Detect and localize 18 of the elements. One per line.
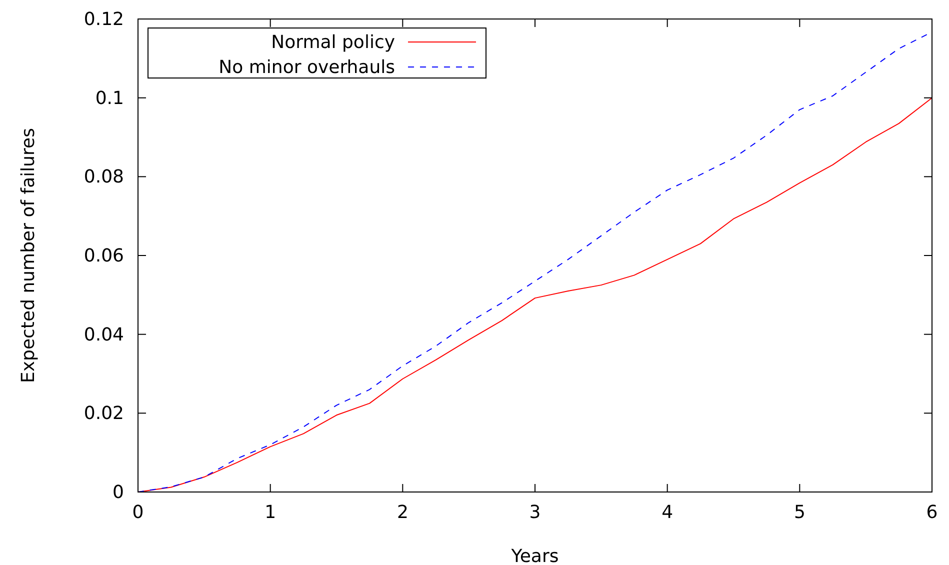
- y-tick-label: 0.04: [84, 324, 124, 346]
- y-tick-label: 0.1: [95, 88, 124, 109]
- y-tick-label: 0.12: [84, 9, 124, 30]
- legend-label: Normal policy: [271, 32, 396, 53]
- y-axis-title: Expected number of failures: [18, 128, 39, 383]
- x-tick-label: 6: [926, 502, 938, 523]
- x-axis-title: Years: [510, 546, 559, 565]
- x-tick-label: 0: [132, 502, 144, 523]
- legend-label: No minor overhauls: [218, 57, 395, 78]
- y-tick-label: 0.08: [84, 166, 124, 188]
- x-tick-label: 1: [264, 502, 276, 523]
- y-tick-label: 0.02: [84, 403, 124, 424]
- y-tick-label: 0.06: [84, 246, 124, 266]
- x-tick-label: 5: [794, 502, 806, 523]
- x-tick-label: 3: [529, 502, 541, 523]
- x-tick-label: 2: [396, 502, 408, 523]
- x-tick-label: 4: [662, 502, 674, 523]
- y-tick-label: 0: [112, 482, 124, 503]
